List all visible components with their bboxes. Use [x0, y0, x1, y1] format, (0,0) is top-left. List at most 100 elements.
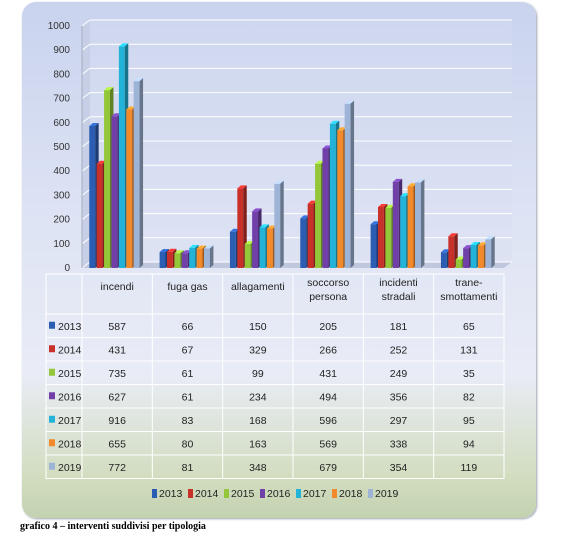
- legend-label: 2017: [303, 488, 327, 500]
- bar: [344, 103, 351, 268]
- bar-2019-1: [204, 245, 214, 268]
- series-label: 2015: [58, 368, 82, 380]
- bar: [252, 211, 259, 268]
- bar-top: [370, 221, 380, 225]
- bar-top: [415, 179, 425, 183]
- table-cell: 82: [463, 391, 475, 403]
- table-cell: 297: [390, 415, 408, 427]
- bar-top: [400, 193, 410, 197]
- category-label: trane-: [455, 277, 483, 289]
- table-cell: 735: [108, 368, 126, 380]
- y-tick-label: 100: [53, 239, 70, 250]
- bar: [415, 182, 421, 268]
- bar: [370, 224, 377, 268]
- legend-label: 2013: [159, 488, 183, 500]
- gridline: [81, 67, 512, 75]
- bar: [159, 252, 166, 268]
- bar-top: [385, 204, 395, 208]
- bar: [385, 207, 392, 268]
- table-cell: 916: [108, 415, 126, 427]
- table-cell: 83: [182, 415, 194, 427]
- bar: [244, 244, 251, 268]
- bar-top: [181, 250, 192, 254]
- table-cell: 627: [108, 391, 126, 403]
- bar-2019-2: [274, 180, 284, 268]
- bar-top: [463, 245, 473, 249]
- bar: [196, 248, 203, 268]
- bar: [337, 130, 344, 268]
- bar-top: [118, 43, 129, 47]
- bar-top: [237, 185, 247, 189]
- table-cell: 61: [182, 391, 194, 403]
- legend-label: 2014: [195, 488, 219, 500]
- bar-side: [491, 236, 495, 268]
- y-tick-label: 900: [53, 45, 70, 56]
- bar-top: [96, 160, 107, 164]
- bar-top: [204, 245, 214, 249]
- bar: [440, 252, 447, 268]
- bar-top: [252, 208, 262, 212]
- bar: [455, 259, 462, 268]
- category-label: fuga gas: [167, 281, 207, 293]
- bar-top: [133, 78, 144, 82]
- bar: [181, 253, 188, 268]
- bar-top: [440, 249, 451, 253]
- series-label: 2018: [58, 438, 82, 450]
- legend-label: 2019: [375, 488, 399, 500]
- bar: [104, 90, 110, 268]
- table-cell: 95: [463, 415, 475, 427]
- table-cell: 35: [463, 368, 475, 380]
- y-tick-label: 500: [53, 142, 70, 153]
- bar-top: [455, 256, 466, 260]
- bar: [307, 203, 314, 268]
- legend-swatch-2017: [296, 489, 301, 498]
- table-cell: 99: [252, 368, 264, 380]
- y-tick-label: 200: [53, 215, 70, 226]
- bar-top: [485, 236, 495, 240]
- bar-top: [392, 178, 403, 182]
- table-cell: 252: [390, 344, 408, 356]
- legend-swatch-2018: [332, 489, 337, 498]
- table-cell: 348: [249, 462, 267, 474]
- bar: [477, 245, 484, 268]
- bar: [118, 46, 125, 268]
- table-cell: 94: [463, 438, 475, 450]
- bar: [167, 251, 173, 268]
- bar-2019-4: [415, 179, 425, 268]
- bar: [274, 183, 281, 268]
- y-tick-label: 600: [53, 118, 70, 129]
- table-cell: 61: [182, 368, 194, 380]
- bar: [259, 227, 266, 268]
- bar-top: [300, 215, 310, 219]
- bar: [174, 253, 181, 268]
- bar-top: [274, 180, 284, 184]
- table-cell: 65: [463, 321, 475, 333]
- category-label: stradali: [382, 291, 416, 303]
- bar-side: [280, 180, 284, 268]
- bar-2019-0: [133, 78, 144, 269]
- bar-top: [477, 242, 488, 246]
- bar: [126, 109, 133, 269]
- bar-top: [89, 122, 99, 126]
- bar-top: [448, 233, 458, 237]
- category-label: allagamenti: [231, 281, 285, 293]
- table-cell: 205: [319, 321, 337, 333]
- table-cell: 569: [319, 438, 337, 450]
- legend-key-2015: [49, 368, 55, 376]
- bar: [89, 125, 96, 268]
- table-cell: 266: [319, 344, 337, 356]
- bar-top: [159, 249, 169, 253]
- bar-top: [104, 87, 114, 91]
- table-cell: 150: [249, 321, 267, 333]
- category-label: soccorso: [307, 277, 349, 289]
- series-label: 2017: [58, 415, 82, 427]
- y-tick-label: 700: [53, 94, 70, 105]
- bar: [322, 148, 329, 268]
- bar: [111, 116, 118, 269]
- table-cell: 587: [108, 321, 126, 333]
- legend-swatch-2013: [152, 489, 157, 498]
- y-tick-label: 0: [64, 263, 70, 274]
- legend-swatch-2019: [368, 489, 373, 498]
- category-label: incidenti: [379, 277, 418, 289]
- series-label: 2019: [58, 462, 82, 474]
